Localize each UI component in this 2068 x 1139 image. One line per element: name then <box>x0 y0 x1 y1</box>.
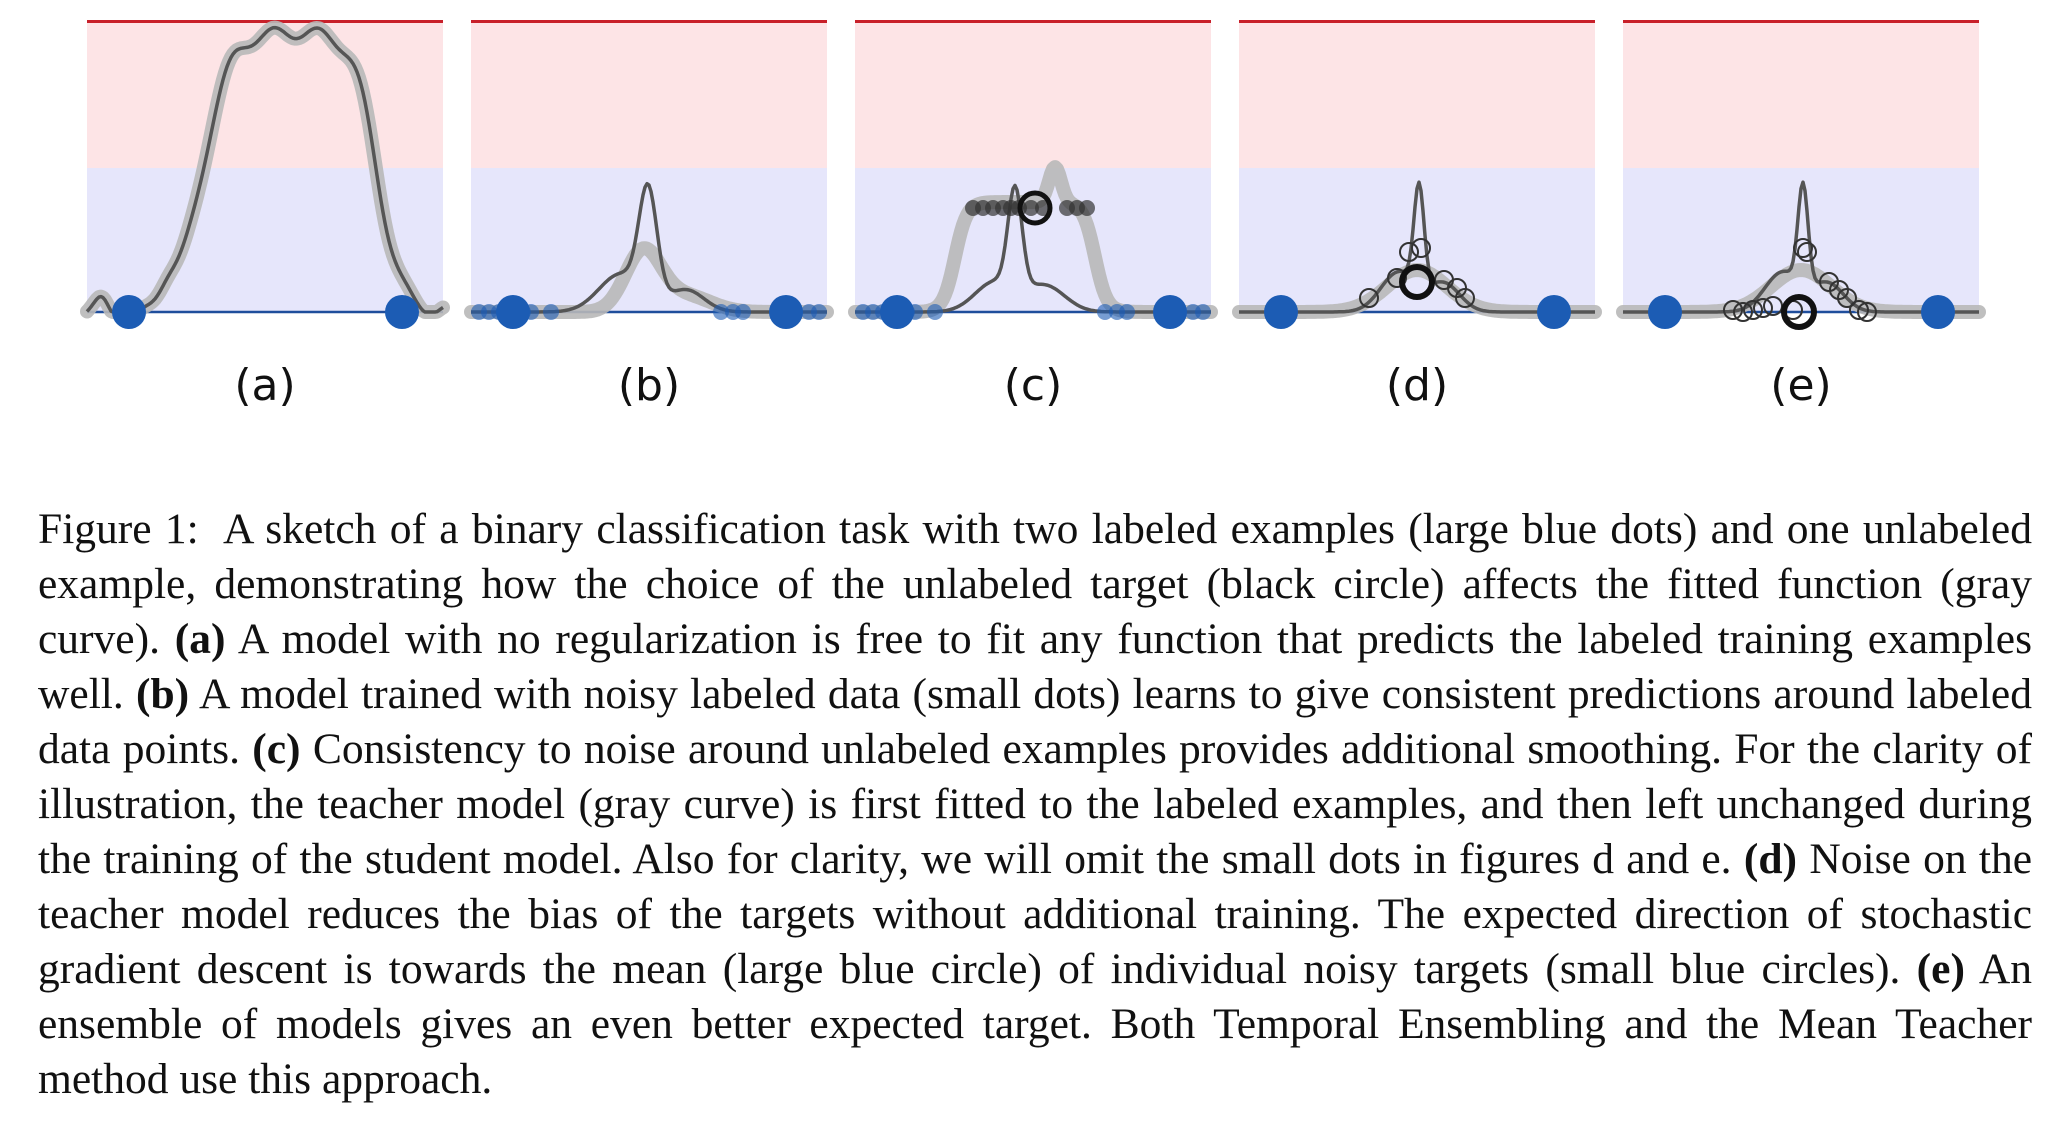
noisy-target-circle <box>1793 238 1813 258</box>
panel-d-plot <box>1232 20 1602 329</box>
lower-class-region <box>471 168 827 312</box>
noisy-labeled-dot <box>1195 304 1211 320</box>
noisy-labeled-dot <box>735 304 751 320</box>
labeled-example-dot <box>1264 295 1298 329</box>
labeled-example-dot <box>880 295 914 329</box>
panel-b-label: (b) <box>617 360 681 411</box>
target-circle <box>1017 190 1053 226</box>
panel-e <box>1616 20 1986 330</box>
caption-b-text: A model trained with noisy labeled data … <box>38 669 2032 773</box>
noisy-target-circle <box>1399 242 1419 262</box>
noisy-labeled-dot <box>1097 304 1113 320</box>
upper-class-region <box>855 20 1211 168</box>
panel-a-plot <box>80 20 450 329</box>
labeled-example-dot <box>769 295 803 329</box>
caption-a-text: A model with no regularization is free t… <box>38 614 2032 718</box>
labeled-example-dot <box>496 295 530 329</box>
caption-d-key: (d) <box>1743 834 1798 883</box>
panel-a-label: (a) <box>234 360 296 411</box>
panel-b <box>464 20 834 329</box>
upper-class-region <box>1623 20 1979 168</box>
caption-d-text: Noise on the teacher model reduces the b… <box>38 834 2033 993</box>
upper-class-region <box>1239 20 1595 168</box>
fitted-curve <box>1239 180 1595 314</box>
panel-b-plot <box>464 20 834 329</box>
noisy-target-circle <box>1733 302 1753 322</box>
noisy-target-circle <box>1723 300 1743 320</box>
panel-e-plot <box>1616 20 1986 330</box>
panel-a <box>80 20 450 329</box>
noisy-target-circle <box>1743 300 1763 320</box>
noisy-labeled-dot <box>1119 304 1135 320</box>
noisy-target-circle <box>1455 288 1475 308</box>
noisy-labeled-dot <box>543 304 559 320</box>
caption-e-key: (e) <box>1916 944 1965 993</box>
target-circle <box>1399 264 1435 300</box>
noisy-target-circle <box>1857 302 1877 322</box>
panel-e-label: (e) <box>1770 360 1832 411</box>
target-circle <box>1781 294 1817 330</box>
caption-c-text: Consistency to noise around unlabeled ex… <box>38 724 2033 883</box>
noisy-target-circle <box>1849 300 1869 320</box>
labeled-example-dot <box>112 295 146 329</box>
noisy-target-circle <box>1411 238 1431 258</box>
caption-a-key: (a) <box>174 614 226 663</box>
labeled-example-dot <box>1153 295 1187 329</box>
noisy-target-circle <box>1797 242 1817 262</box>
panel-d <box>1232 20 1602 329</box>
noisy-target-dot <box>1079 200 1095 216</box>
labeled-example-dot <box>385 295 419 329</box>
noisy-labeled-dot <box>713 304 729 320</box>
figure-1: (a) (b) (c) (d) (e) <box>0 0 2068 430</box>
noisy-target-circle <box>1753 298 1773 318</box>
labeled-example-dot <box>1537 295 1571 329</box>
caption-c-key: (c) <box>252 724 301 773</box>
panel-d-label: (d) <box>1385 360 1449 411</box>
upper-class-region <box>87 20 443 168</box>
noisy-target-circle <box>1837 288 1857 308</box>
panel-c <box>848 20 1218 329</box>
figure-caption: Figure 1: A sketch of a binary classific… <box>38 502 2032 1107</box>
fitted-curve <box>85 25 444 314</box>
panel-c-plot <box>848 20 1218 329</box>
upper-class-region <box>471 20 827 168</box>
noisy-target-circle <box>1359 288 1379 308</box>
noisy-target-circle <box>1387 268 1407 288</box>
noisy-labeled-dot <box>811 304 827 320</box>
panel-c-label: (c) <box>1003 360 1063 411</box>
fitted-curve <box>1623 180 1979 314</box>
noisy-target-dot <box>1023 200 1039 216</box>
labeled-example-dot <box>1921 295 1955 329</box>
caption-e-text: An ensemble of models gives an even bett… <box>38 944 2033 1103</box>
noisy-labeled-dot <box>927 304 943 320</box>
caption-intro: A sketch of a binary classification task… <box>38 504 2032 663</box>
caption-figure-label: Figure 1: <box>38 504 199 553</box>
lower-class-region <box>855 168 1211 312</box>
caption-b-key: (b) <box>135 669 190 718</box>
labeled-example-dot <box>1648 295 1682 329</box>
noisy-target-circle <box>1763 296 1783 316</box>
